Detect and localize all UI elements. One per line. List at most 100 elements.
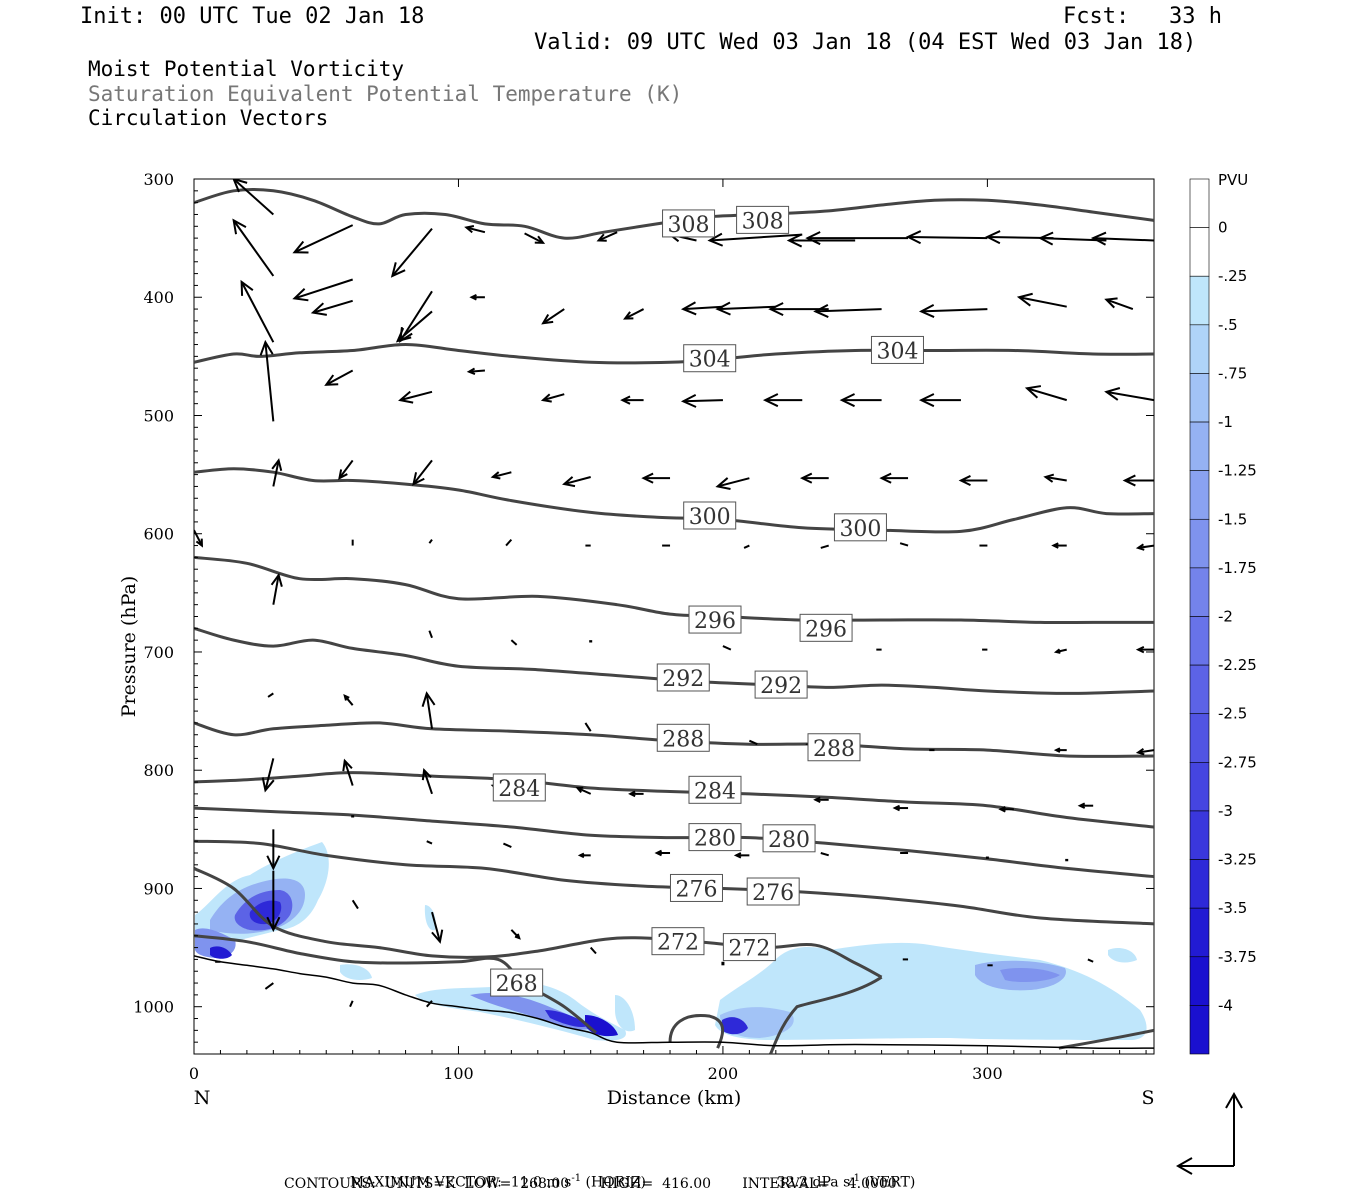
circulation-vector	[958, 475, 988, 487]
contour-label-300: 300	[833, 513, 887, 542]
contour-label-288: 288	[656, 723, 710, 752]
theta-contour-272-tail	[769, 975, 883, 1054]
y-axis-label: Pressure (hPa)	[118, 576, 140, 718]
circulation-vector	[577, 852, 591, 859]
colorbar-swatch	[1189, 1005, 1210, 1055]
circulation-vector	[503, 842, 512, 848]
contour-label-276: 276	[746, 877, 800, 906]
colorbar-swatch	[1189, 567, 1210, 617]
svg-text:308: 308	[742, 209, 784, 234]
contour-label-276: 276	[669, 873, 723, 902]
svg-text:304: 304	[876, 339, 918, 364]
circulation-vector	[343, 693, 354, 706]
max-vector-label: MAXIMUM VECTOR:	[349, 1174, 502, 1191]
circulation-vector	[261, 758, 275, 793]
circulation-vector	[918, 393, 961, 408]
circulation-vector	[680, 301, 723, 316]
circulation-vector	[1016, 292, 1067, 308]
circulation-vector	[240, 279, 275, 343]
circulation-vector	[562, 476, 591, 488]
legend-mpv: Moist Potential Vorticity	[88, 57, 405, 81]
legend-theta: Saturation Equivalent Potential Temperat…	[88, 82, 683, 106]
theta-contour-272	[194, 867, 883, 979]
plot-frame	[193, 178, 1155, 1055]
svg-text:272: 272	[657, 931, 699, 956]
circulation-vector	[338, 459, 354, 480]
svg-text:292: 292	[760, 674, 802, 699]
circulation-vector	[813, 304, 882, 318]
y-tick-label: 600	[143, 525, 174, 544]
circulation-vector	[426, 840, 433, 845]
north-label: N	[194, 1087, 211, 1109]
circulation-vector	[232, 218, 275, 277]
svg-text:296: 296	[694, 609, 736, 634]
circulation-vector	[490, 471, 512, 480]
pv-region	[340, 964, 372, 980]
circulation-vector	[820, 852, 829, 857]
circulation-vector	[421, 691, 436, 729]
x-tick-label: 300	[972, 1064, 1003, 1083]
circulation-vector	[1053, 648, 1067, 654]
circulation-vector	[575, 786, 592, 795]
circulation-vector	[398, 390, 433, 404]
circulation-vector	[748, 739, 758, 746]
colorbar-label: 0	[1218, 219, 1228, 237]
circulation-vector	[1104, 387, 1154, 402]
svg-text:276: 276	[752, 881, 794, 906]
colorbar-swatch	[1189, 421, 1210, 471]
circulation-vector	[264, 982, 274, 990]
circulation-vector	[266, 829, 281, 871]
circulation-vector	[425, 1000, 433, 1008]
colorbar-swatch	[1189, 178, 1210, 228]
colorbar-swatch	[1189, 373, 1210, 423]
theta-contour-loop	[668, 1014, 725, 1049]
circulation-vector	[641, 472, 671, 484]
svg-text:292: 292	[662, 667, 704, 692]
circulation-vector	[390, 228, 433, 278]
circulation-vector	[194, 529, 203, 548]
circulation-vector	[707, 232, 803, 247]
circulation-vector	[541, 308, 565, 325]
svg-text:272: 272	[728, 937, 770, 962]
circulation-vector	[324, 369, 354, 386]
colorbar-label: -2.25	[1218, 656, 1257, 674]
circulation-vector	[310, 299, 353, 316]
circulation-vector	[1024, 385, 1068, 402]
legend-vectors: Circulation Vectors	[88, 106, 329, 130]
theta-contour-304	[194, 342, 1154, 365]
theta-contour-268	[194, 934, 597, 1034]
contour-label-284: 284	[492, 773, 546, 802]
circulation-vector	[1087, 958, 1094, 963]
theta-contour-276	[194, 839, 1154, 926]
svg-text:268: 268	[496, 972, 538, 997]
circulation-vector	[1135, 748, 1154, 756]
svg-text:296: 296	[805, 617, 847, 642]
colorbar-label: -3.5	[1218, 899, 1247, 917]
contour-label-308: 308	[662, 209, 716, 238]
colorbar-label: -1.5	[1218, 510, 1247, 528]
svg-text:284: 284	[694, 779, 736, 804]
forecast-hour: Fcst: 33 h	[1063, 4, 1222, 29]
circulation-vector	[733, 852, 750, 859]
circulation-vector	[1053, 747, 1067, 753]
contour-label-304: 304	[683, 344, 737, 373]
circulation-vector	[820, 544, 829, 549]
y-tick-label: 500	[143, 406, 174, 425]
circulation-vector	[743, 544, 750, 549]
svg-text:288: 288	[813, 737, 855, 762]
svg-text:276: 276	[675, 877, 717, 902]
circulation-vector	[292, 278, 353, 302]
svg-text:280: 280	[768, 828, 810, 853]
circulation-vector	[899, 542, 909, 547]
circulation-vector	[1090, 231, 1154, 246]
pv-shading	[195, 842, 1147, 1041]
contour-label-292: 292	[754, 670, 808, 699]
circulation-vector	[540, 393, 565, 403]
circulation-vector	[270, 572, 283, 605]
svg-text:308: 308	[668, 213, 710, 238]
pv-region	[722, 1017, 748, 1035]
contour-label-284: 284	[688, 775, 742, 804]
colorbar-label: -4	[1218, 996, 1233, 1014]
circulation-vector	[466, 367, 485, 376]
circulation-vector	[762, 393, 803, 408]
